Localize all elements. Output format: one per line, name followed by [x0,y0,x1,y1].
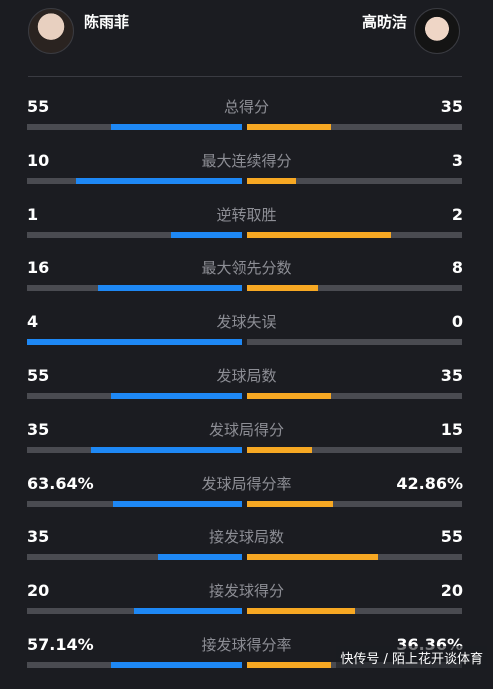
stat-left-bar-fill [76,178,242,184]
stat-right-bar-fill [247,124,331,130]
stat-right-bar-track [247,339,462,345]
stat-right-bar-track [247,447,462,453]
stat-left-bar-fill [98,285,242,291]
stat-row: 发球局得分率 63.64% 42.86% [0,474,493,528]
stat-right-value: 2 [451,205,463,224]
stat-row: 最大连续得分 10 3 [0,151,493,205]
stat-right-value: 8 [451,258,463,277]
stat-left-bar-track [27,662,242,668]
stat-label: 最大连续得分 [201,152,292,170]
stat-right-bar-fill [247,662,331,668]
stat-right-bar-track [247,285,462,291]
stat-row: 接发球局数 35 55 [0,527,493,581]
stat-right-bar-fill [247,501,333,507]
stat-right-bar-track [247,124,462,130]
stat-row: 总得分 55 35 [0,97,493,151]
stat-left-bar-fill [113,501,242,507]
stat-label: 最大领先分数 [201,259,292,277]
stat-left-bar-fill [111,124,242,130]
stat-row: 发球局得分 35 15 [0,420,493,474]
stat-left-bar-track [27,608,242,614]
stat-left-bar-fill [91,447,242,453]
stat-left-bar-track [27,178,242,184]
stat-row: 最大领先分数 16 8 [0,258,493,312]
stat-right-bar-track [247,608,462,614]
stat-left-bar-track [27,124,242,130]
stat-left-value: 55 [27,97,50,116]
stat-right-bar-track [247,178,462,184]
player-left-name: 陈雨菲 [84,13,130,31]
player-right-avatar[interactable] [414,8,460,54]
stat-left-bar-fill [158,554,242,560]
stat-left-value: 1 [27,205,39,224]
stat-left-bar-track [27,554,242,560]
stat-left-bar-fill [27,339,242,345]
stat-label: 总得分 [223,98,269,116]
player-right-name: 高昉洁 [361,13,407,31]
stat-left-value: 4 [27,312,39,331]
stat-left-value: 35 [27,527,50,546]
stat-left-bar-fill [134,608,242,614]
match-header: 陈雨菲 高昉洁 [0,0,493,78]
source-watermark: 快传号 / 陌上花开谈体育 [336,646,487,669]
stat-right-bar-fill [247,554,378,560]
stat-label: 接发球得分 [208,582,284,600]
stat-left-bar-track [27,285,242,291]
stat-row: 接发球得分 20 20 [0,581,493,635]
stat-right-bar-fill [247,285,318,291]
stat-left-bar-fill [111,662,242,668]
stat-right-value: 35 [440,366,463,385]
stat-left-value: 57.14% [27,635,94,654]
stat-right-bar-fill [247,178,296,184]
stat-right-bar-fill [247,393,331,399]
stat-left-value: 63.64% [27,474,94,493]
stat-right-value: 20 [440,581,463,600]
stat-label: 接发球得分率 [201,636,292,654]
stat-row: 发球失误 4 0 [0,312,493,366]
stat-left-bar-fill [111,393,242,399]
stat-right-value: 15 [440,420,463,439]
stat-label: 发球局得分 [208,421,284,439]
stat-label: 发球局得分率 [201,475,292,493]
stat-left-bar-track [27,501,242,507]
stat-right-value: 42.86% [396,474,463,493]
stat-right-value: 3 [451,151,463,170]
stat-right-bar-track [247,554,462,560]
stat-left-bar-fill [171,232,242,238]
stat-right-bar-fill [247,608,355,614]
stat-right-bar-fill [247,447,312,453]
stat-right-value: 35 [440,97,463,116]
stat-left-value: 55 [27,366,50,385]
stat-left-value: 20 [27,581,50,600]
stat-left-bar-track [27,232,242,238]
stat-right-bar-track [247,232,462,238]
stat-left-value: 10 [27,151,50,170]
stat-right-bar-fill [247,232,391,238]
stat-label: 发球局数 [216,367,277,385]
stat-left-bar-track [27,447,242,453]
stat-label: 逆转取胜 [216,206,277,224]
stat-left-bar-track [27,339,242,345]
stat-label: 发球失误 [216,313,277,331]
header-divider [28,76,462,77]
stat-right-value: 0 [451,312,463,331]
stat-left-bar-track [27,393,242,399]
stat-right-bar-track [247,501,462,507]
player-left-avatar[interactable] [28,8,74,54]
stat-left-value: 16 [27,258,50,277]
stat-row: 逆转取胜 1 2 [0,205,493,259]
stat-right-value: 55 [440,527,463,546]
stat-label: 接发球局数 [208,528,284,546]
stat-left-value: 35 [27,420,50,439]
stat-row: 发球局数 55 35 [0,366,493,420]
stat-right-bar-track [247,393,462,399]
